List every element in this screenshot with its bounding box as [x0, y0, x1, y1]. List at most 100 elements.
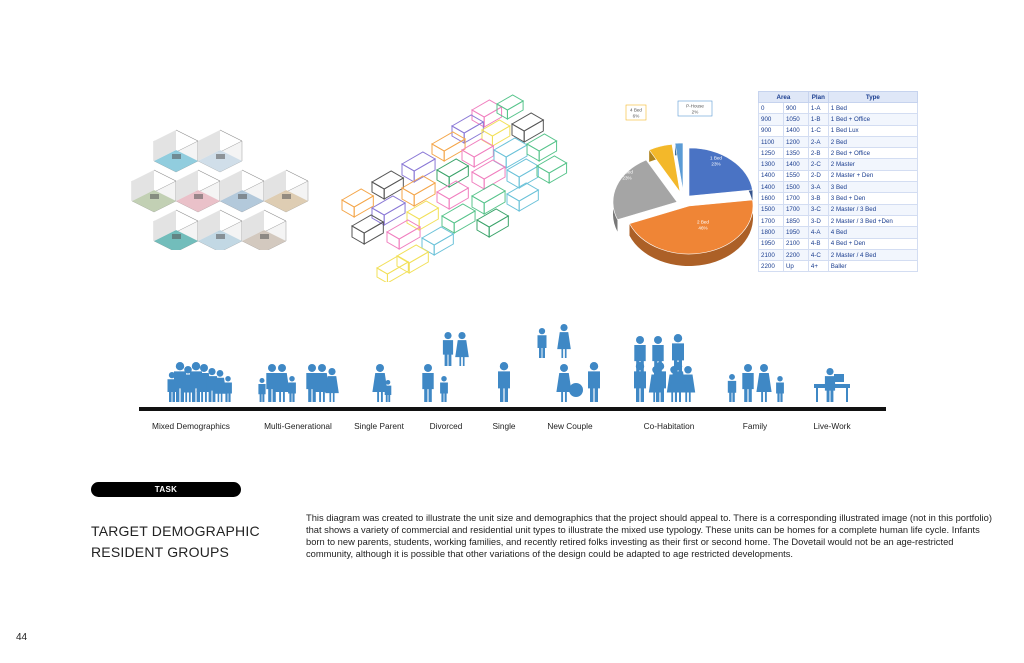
massing-block: [435, 158, 470, 178]
person-head: [441, 376, 447, 382]
stroller-icon: [569, 383, 583, 397]
massing-block-front: [398, 226, 421, 250]
massing-block-front: [538, 140, 558, 162]
child-icon: [440, 382, 448, 402]
type-cell: Baller: [827, 260, 919, 273]
demographic-people-icons: [167, 324, 850, 402]
type-cell: 1 Bed Lux: [827, 124, 919, 137]
person-head: [191, 362, 201, 371]
person-head: [175, 362, 185, 371]
massing-block-side: [506, 193, 520, 212]
table-header-type: Type: [827, 91, 919, 103]
pie-slice: [612, 159, 678, 221]
person-head: [268, 364, 276, 372]
massing-block-side: [351, 225, 365, 245]
massing-block-side: [436, 191, 450, 210]
massing-block-side: [401, 163, 415, 183]
person-head: [589, 362, 599, 371]
pie-slice: [629, 199, 754, 255]
area-min-cell: 1400: [758, 181, 784, 194]
table-row: 1400 1550 2-D 2 Master + Den: [758, 169, 919, 183]
person-head: [684, 366, 692, 374]
desk-leg: [816, 388, 818, 402]
massing-block: [535, 155, 568, 174]
man-icon: [634, 371, 646, 402]
plan-cell: 3-B: [807, 192, 829, 205]
massing-block-front: [353, 195, 374, 218]
person-head: [760, 364, 768, 372]
demographic-label: Single: [492, 421, 516, 431]
plan-cell: 2-A: [807, 135, 829, 149]
demographic-timeline-bar: [139, 407, 886, 411]
isometric-units-illustration: [131, 129, 309, 250]
pie-slice-side: [629, 199, 753, 267]
task-pill: TASK: [91, 482, 241, 497]
massing-block: [525, 133, 558, 152]
type-cell: 1 Bed + Office: [827, 113, 919, 126]
area-min-cell: 900: [758, 113, 784, 126]
table-row: 2100 2200 4-C 2 Master / 4 Bed: [758, 248, 919, 262]
plan-cell: 1-B: [807, 113, 829, 126]
massing-block-front: [473, 145, 494, 168]
massing-block-front: [488, 215, 509, 238]
massing-block: [405, 200, 440, 220]
area-min-cell: 1800: [758, 226, 784, 239]
man-icon: [442, 340, 454, 366]
massing-block-side: [536, 165, 550, 184]
pie-label-box: [677, 100, 713, 117]
massing-block: [340, 188, 375, 208]
massing-block-side: [386, 231, 400, 250]
pie-slice-label: 2 Bed: [697, 220, 709, 225]
massing-block-front: [443, 138, 466, 162]
table-header-plan: Plan: [807, 91, 829, 103]
demographic-label: Multi-Generational: [264, 421, 332, 431]
plan-cell: 4-B: [807, 237, 829, 250]
area-max-cell: 1350: [782, 147, 809, 160]
plan-cell: 2-C: [807, 158, 829, 171]
area-min-cell: 1300: [758, 158, 784, 171]
man-icon: [824, 376, 836, 402]
man-icon: [266, 372, 278, 402]
massing-block-side: [476, 219, 490, 238]
massing-block-front: [506, 100, 524, 120]
massing-block-side: [506, 169, 520, 189]
person-head: [729, 374, 735, 380]
iso-furniture: [172, 154, 181, 159]
plan-cell: 2-B: [807, 147, 829, 160]
area-max-cell: 1550: [782, 169, 809, 183]
massing-block: [510, 112, 545, 132]
massing-block-side: [436, 169, 450, 188]
pie-slice-percent: 23%: [711, 162, 720, 167]
pie-slice-label: P-House: [686, 104, 704, 109]
woman-icon: [455, 340, 469, 366]
massing-block-front: [505, 144, 528, 169]
type-cell: 2 Master / 3 Bed +Den: [827, 214, 919, 228]
iso-room-wall: [242, 210, 264, 241]
massing-block-side: [376, 267, 388, 282]
type-cell: 2 Bed: [827, 135, 919, 149]
man-icon: [742, 372, 754, 402]
massing-block-side: [461, 149, 475, 168]
massing-block-front: [383, 177, 404, 200]
page-number: 44: [16, 632, 28, 643]
demographic-label: Family: [742, 421, 768, 431]
man-icon: [498, 371, 510, 402]
person-head: [777, 376, 783, 382]
massing-block: [435, 180, 470, 200]
woman-icon: [670, 371, 686, 402]
woman-icon: [556, 372, 572, 402]
woman-icon: [557, 332, 571, 358]
table-row: 900 1050 1-B 1 Bed + Office: [758, 113, 919, 126]
area-max-cell: 2200: [782, 248, 809, 262]
massing-block-front: [518, 189, 539, 212]
child-icon: [776, 382, 784, 402]
area-min-cell: 2100: [758, 248, 784, 262]
area-min-cell: 1400: [758, 169, 784, 183]
type-cell: 4 Bed + Den: [827, 237, 919, 250]
massing-block-side: [496, 103, 508, 120]
person-head: [278, 364, 286, 372]
person-head: [673, 362, 683, 371]
man-icon: [306, 372, 318, 402]
woman-icon: [314, 372, 330, 402]
type-cell: 3 Bed + Den: [827, 192, 919, 205]
